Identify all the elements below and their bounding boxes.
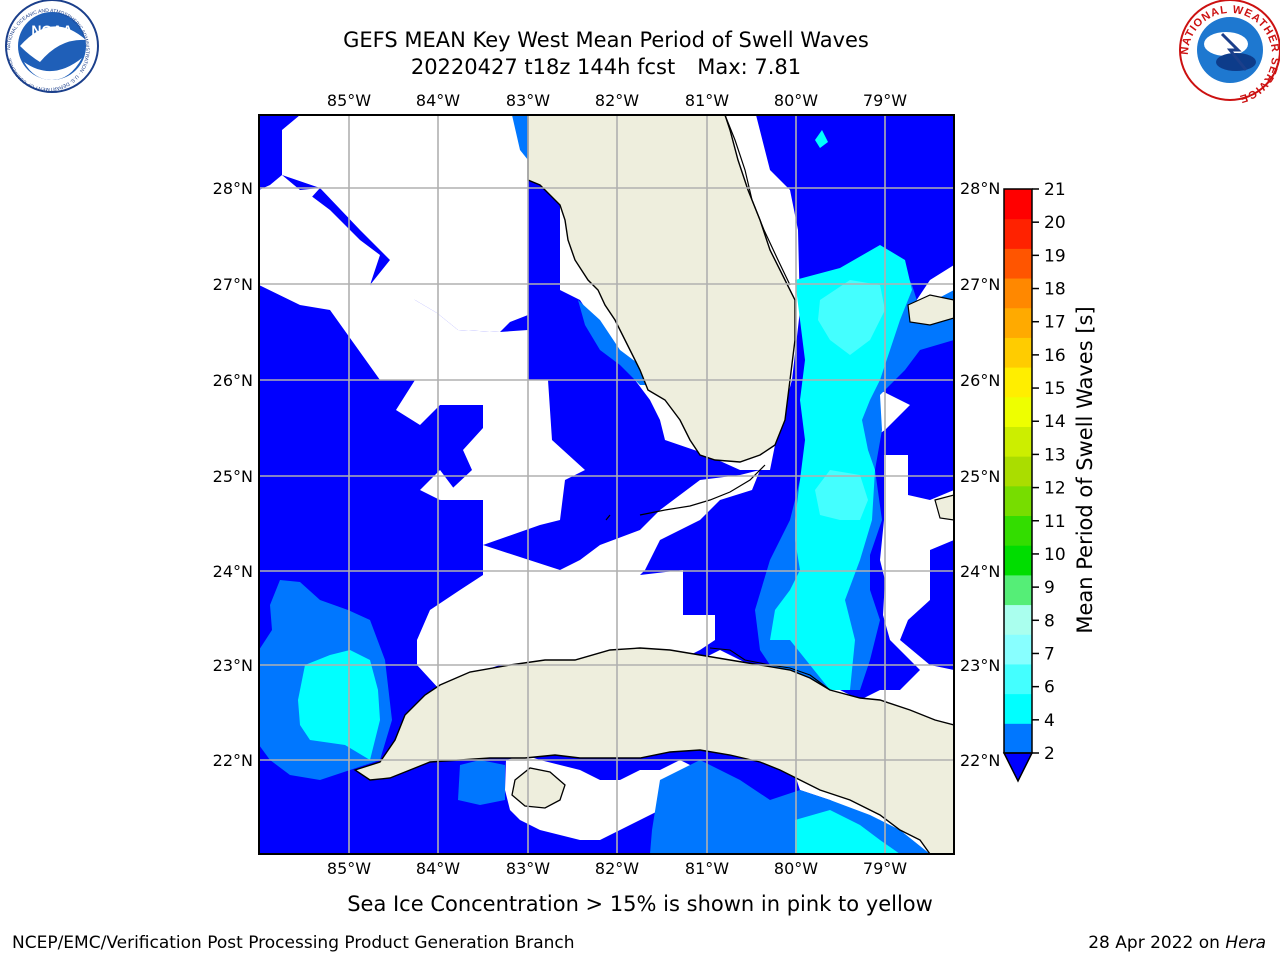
colorbar-cell — [1004, 278, 1032, 309]
chart-title-line1: GEFS MEAN Key West Mean Period of Swell … — [343, 28, 869, 52]
lon-label-bottom: 80°W — [774, 859, 818, 878]
land-bahamas — [907, 294, 954, 521]
colorbar-tick-label: 2 — [1044, 744, 1055, 764]
map-frame — [258, 114, 955, 855]
swell-7-8s — [815, 280, 885, 520]
colorbar-cell — [1004, 545, 1032, 576]
colorbar-cell — [1004, 367, 1032, 398]
swell-6-7s — [298, 130, 912, 854]
lat-label-right: 22°N — [960, 751, 1000, 770]
chart-title-line2: 20220427 t18z 144h fcst Max: 7.81 — [0, 55, 1212, 79]
land-cuba — [353, 647, 954, 854]
longitude-labels: 85°W 84°W 83°W 82°W 81°W 80°W 79°W 85°W … — [327, 91, 907, 878]
lat-label-left: 24°N — [213, 562, 253, 581]
lon-label-top: 80°W — [774, 91, 818, 110]
colorbar-cell — [1004, 723, 1032, 754]
lon-label-top: 84°W — [416, 91, 460, 110]
lat-label-right: 26°N — [960, 371, 1000, 390]
lat-label-right: 27°N — [960, 275, 1000, 294]
lon-label-top: 83°W — [506, 91, 550, 110]
max-value: Max: 7.81 — [697, 55, 802, 79]
coastline-florida-east — [724, 115, 791, 286]
lat-label-right: 23°N — [960, 656, 1000, 675]
land-florida — [527, 115, 796, 463]
colorbar-cell — [1004, 634, 1032, 665]
lon-label-top: 82°W — [595, 91, 639, 110]
colorbar-tick-label: 7 — [1044, 644, 1055, 664]
colorbar-cell — [1004, 218, 1032, 249]
colorbar-cells — [1004, 189, 1032, 754]
land-isla-juventud — [511, 767, 566, 809]
colorbar-tick-label: 17 — [1044, 313, 1066, 333]
forecast-time: 20220427 t18z 144h fcst — [410, 55, 676, 79]
lon-label-top: 81°W — [685, 91, 729, 110]
colorbar-extend-arrow — [1002, 752, 1034, 783]
colorbar-tick-label: 19 — [1044, 246, 1066, 266]
lat-label-left: 22°N — [213, 751, 253, 770]
colorbar: 2 4 6 7 8 9 10 11 12 13 14 15 16 17 18 19 20 21 — [1002, 180, 1066, 783]
footer-date: 28 Apr 2022 on Hera — [1088, 933, 1266, 953]
lon-label-top: 79°W — [863, 91, 907, 110]
noaa-logo-text: NOAA — [31, 22, 72, 38]
lat-label-left: 25°N — [213, 467, 253, 486]
lon-label-bottom: 83°W — [506, 859, 550, 878]
lat-label-left: 28°N — [213, 179, 253, 198]
lon-label-bottom: 85°W — [327, 859, 371, 878]
lon-label-bottom: 82°W — [595, 859, 639, 878]
colorbar-tick-label: 21 — [1044, 180, 1066, 200]
colorbar-cell — [1004, 693, 1032, 724]
lat-label-left: 26°N — [213, 371, 253, 390]
colorbar-cell — [1004, 396, 1032, 427]
lon-label-bottom: 81°W — [685, 859, 729, 878]
colorbar-cell — [1004, 515, 1032, 546]
colorbar-cell — [1004, 307, 1032, 338]
colorbar-ticks: 2 4 6 7 8 9 10 11 12 13 14 15 16 17 18 19 20 21 — [1032, 180, 1066, 764]
lon-label-bottom: 84°W — [416, 859, 460, 878]
colorbar-cell — [1004, 337, 1032, 368]
colorbar-cell — [1004, 426, 1032, 457]
florida-keys — [605, 464, 766, 521]
colorbar-tick-label: 14 — [1044, 412, 1066, 432]
footer-credit: NCEP/EMC/Verification Post Processing Pr… — [12, 933, 575, 953]
lon-label-bottom: 79°W — [863, 859, 907, 878]
footer-date-text: 28 Apr 2022 on — [1088, 933, 1226, 953]
nws-logo: NATIONAL WEATHER SERVICE — [1179, 0, 1280, 105]
colorbar-tick-label: 20 — [1044, 213, 1066, 233]
colorbar-tick-label: 6 — [1044, 678, 1055, 698]
colorbar-label: Mean Period of Swell Waves [s] — [1073, 306, 1097, 634]
lat-label-right: 25°N — [960, 467, 1000, 486]
colorbar-tick-label: 11 — [1044, 512, 1066, 532]
colorbar-tick-label: 9 — [1044, 578, 1055, 598]
colorbar-tick-label: 4 — [1044, 711, 1055, 731]
colorbar-tick-label: 10 — [1044, 545, 1066, 565]
colorbar-cell — [1004, 604, 1032, 635]
lat-label-right: 24°N — [960, 562, 1000, 581]
lon-label-top: 85°W — [327, 91, 371, 110]
lat-label-left: 23°N — [213, 656, 253, 675]
map-gridlines — [259, 115, 954, 854]
colorbar-cell — [1004, 248, 1032, 279]
footer-machine: Hera — [1225, 933, 1266, 953]
colorbar-tick-label: 18 — [1044, 280, 1066, 300]
colorbar-cell — [1004, 663, 1032, 695]
colorbar-frame — [1003, 188, 1033, 754]
lat-label-right: 28°N — [960, 179, 1000, 198]
colorbar-cell — [1004, 456, 1032, 487]
colorbar-cell — [1004, 189, 1032, 220]
colorbar-tick-label: 8 — [1044, 611, 1055, 631]
noaa-logo: NOAA NATIONAL OCEANIC AND ATMOSPHERIC AD… — [5, 0, 99, 93]
lat-label-left: 27°N — [213, 275, 253, 294]
colorbar-cell — [1004, 485, 1032, 517]
sea-ice-note: Sea Ice Concentration > 15% is shown in … — [347, 892, 933, 916]
colorbar-tick-label: 13 — [1044, 445, 1066, 465]
colorbar-tick-label: 16 — [1044, 346, 1066, 366]
colorbar-tick-label: 12 — [1044, 479, 1066, 499]
colorbar-cell — [1004, 574, 1032, 606]
latitude-labels: 28°N 27°N 26°N 25°N 24°N 23°N 22°N 28°N … — [213, 179, 1001, 770]
colorbar-tick-label: 15 — [1044, 379, 1066, 399]
map-field — [259, 115, 954, 854]
